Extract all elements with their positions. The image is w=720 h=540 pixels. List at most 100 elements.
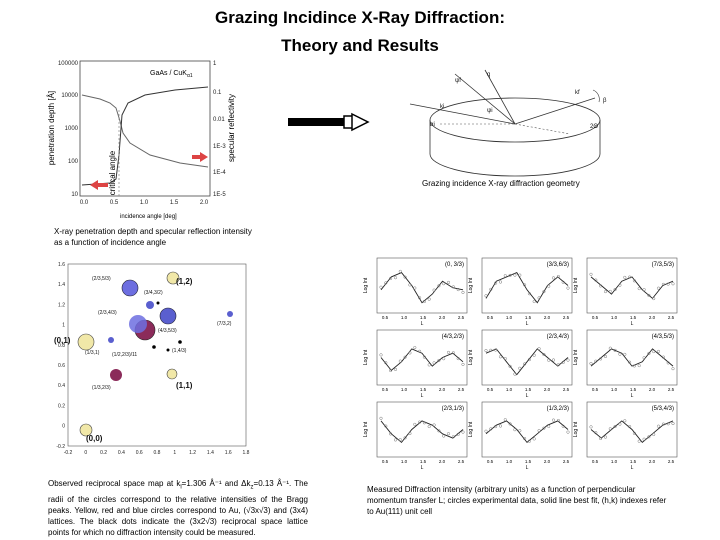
right-tick-label: 1E-3 — [213, 144, 226, 150]
rod-panel: (0, 3/3) Log Int 0.5 1.0 1.5 2.0 2.5 L — [363, 257, 468, 327]
kf-label: kf — [575, 90, 580, 96]
data-point — [489, 348, 493, 352]
data-point — [637, 364, 641, 368]
data-point — [384, 281, 388, 285]
panel-x-tick: 0.5 — [382, 459, 389, 464]
panel-y-label: Log Int — [573, 277, 579, 293]
data-point — [442, 434, 446, 438]
data-point — [547, 424, 551, 428]
data-point — [628, 360, 632, 364]
page-title-line-1: Grazing Incidince X-Ray Diffraction: — [215, 8, 505, 27]
panel-x-tick: 1.0 — [611, 315, 618, 320]
lattice-label: (7/3,2) — [217, 321, 232, 327]
rsm-y-tick: 1.4 — [58, 282, 65, 288]
data-point — [532, 353, 536, 357]
data-point — [551, 418, 556, 422]
data-point — [437, 429, 441, 433]
data-point — [589, 425, 593, 429]
panel-x-tick: 1.0 — [401, 387, 408, 392]
data-point — [437, 358, 441, 363]
data-point — [551, 276, 556, 280]
yellow-peak — [166, 271, 180, 285]
two-theta-label: 2Θ — [590, 124, 598, 130]
data-point — [384, 361, 388, 365]
data-point — [461, 430, 465, 434]
panel-x-tick: 2.0 — [649, 387, 656, 392]
data-point — [556, 418, 560, 423]
lattice-label: (1/3,2/3) — [92, 385, 111, 391]
data-point — [537, 429, 541, 433]
rod-panel: (3/3,6/3) Log Int 0.5 1.0 1.5 2.0 2.5 L — [468, 257, 573, 327]
panel-x-label: L — [421, 465, 424, 471]
data-point — [518, 366, 522, 370]
data-point — [398, 438, 402, 442]
rsm-y-tick: 0.4 — [58, 383, 65, 389]
peak-label-1-2: (1,2) — [176, 277, 193, 286]
data-point — [642, 288, 646, 292]
data-point — [403, 355, 407, 359]
panel-title: (4/3,2/3) — [442, 334, 464, 340]
fit-curve — [590, 420, 674, 444]
data-point — [566, 430, 570, 434]
panel-x-tick: 1.5 — [525, 387, 532, 392]
data-point — [608, 289, 612, 293]
rod-panel: (4/3,5/3) Log Int 0.5 1.0 1.5 2.0 2.5 L — [573, 329, 678, 399]
lattice-label: (3/4,3/2) — [144, 290, 163, 296]
data-point — [652, 432, 656, 437]
data-point — [542, 290, 546, 294]
right-axis-label: specular reflectivity — [227, 94, 236, 162]
reciprocal-space-map: 1.6 1.4 1.2 1 0.8 0.6 0.4 0.2 0 -0.2 -0.2 0 0.2 0.4 0… — [54, 262, 250, 456]
peak-label-0-0: (0,0) — [86, 434, 103, 443]
panel-x-label: L — [631, 393, 634, 399]
rod-panels-caption: Measured Diffraction intensity (arbitrar… — [367, 485, 667, 516]
rod-panel: (2/3,4/3) Log Int 0.5 1.0 1.5 2.0 2.5 L — [468, 329, 573, 399]
data-point — [542, 352, 546, 357]
black-dot — [166, 348, 170, 352]
panel-y-label: Log Int — [573, 349, 579, 365]
data-point — [561, 280, 565, 284]
page-title-line-2: Theory and Results — [281, 36, 439, 55]
panel-x-label: L — [421, 393, 424, 399]
right-arrow-icon — [192, 152, 208, 162]
data-point — [456, 357, 460, 361]
panel-x-tick: 0.5 — [592, 387, 599, 392]
panel-x-tick: 2.0 — [439, 459, 446, 464]
data-point — [652, 350, 656, 354]
gid-geometry-diagram: ψf q kf ki ψi β αi 2Θ — [409, 69, 607, 177]
panel-y-label: Log Int — [468, 421, 474, 437]
data-point — [422, 355, 426, 359]
data-point — [561, 424, 565, 428]
lattice-label: (1/2,2/3)/11 — [112, 352, 137, 358]
left-axis-label: penetration depth [Å] — [47, 91, 56, 165]
panel-x-tick: 2.5 — [563, 387, 570, 392]
panel-y-label: Log Int — [363, 277, 369, 293]
data-point — [393, 367, 398, 371]
x-tick-label: 1.5 — [170, 200, 179, 206]
data-point — [652, 297, 656, 301]
data-point — [594, 431, 598, 435]
peak-label-0-1: (0,1) — [54, 336, 71, 345]
data-point — [642, 356, 646, 360]
data-point — [656, 349, 661, 353]
panel-x-tick: 0.5 — [487, 459, 494, 464]
data-point — [599, 357, 603, 361]
panel-x-tick: 2.5 — [668, 387, 675, 392]
rod-panel: (2/3,1/3) Log Int 0.5 1.0 1.5 2.0 2.5 L — [363, 401, 468, 471]
panel-x-tick: 2.0 — [439, 315, 446, 320]
panel-x-tick: 2.5 — [458, 459, 465, 464]
data-point — [647, 351, 651, 356]
right-tick-label: 1E-5 — [213, 192, 226, 198]
data-point — [628, 275, 632, 279]
geometry-caption: Grazing incidence X-ray diffraction geom… — [422, 179, 580, 188]
panel-x-tick: 1.0 — [506, 387, 513, 392]
data-point — [656, 286, 661, 290]
black-dot — [178, 340, 182, 344]
data-point — [451, 435, 455, 439]
data-point — [498, 424, 503, 428]
data-point — [547, 358, 551, 362]
panel-x-tick: 1.5 — [525, 459, 532, 464]
panel-x-tick: 2.0 — [544, 459, 551, 464]
data-point — [532, 437, 536, 441]
panel-x-tick: 1.0 — [506, 315, 513, 320]
panel-x-tick: 0.5 — [487, 315, 494, 320]
